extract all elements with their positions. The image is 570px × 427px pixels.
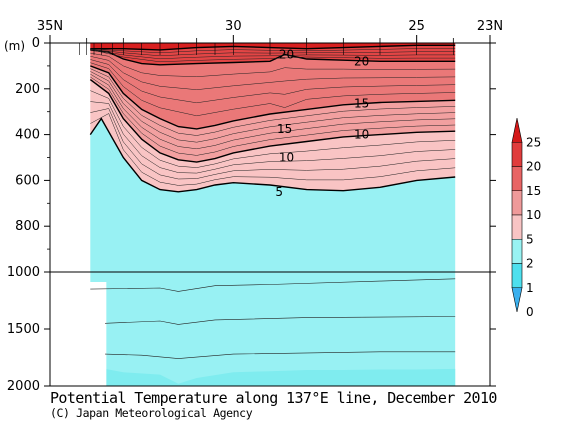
- colorbar-swatch: [511, 263, 523, 289]
- x-axis: 35N 30 25 23N: [37, 19, 503, 43]
- y-tick-label: 200: [15, 82, 40, 97]
- lower-panel-fill: [88, 272, 456, 386]
- y-tick-label: 400: [15, 128, 40, 143]
- colorbar-swatch: [511, 287, 523, 313]
- isotherm-deep: [104, 316, 456, 325]
- colorbar-swatch: [511, 214, 523, 240]
- isotherm-minor: [90, 73, 456, 150]
- isotherm-minor: [90, 59, 456, 104]
- isotherm-minor: [90, 49, 456, 63]
- colorbar-label: 20: [526, 160, 541, 174]
- colorbar-label: 2: [526, 257, 534, 271]
- colorbar-swatch: [511, 190, 523, 216]
- isotherm-15: [90, 65, 456, 130]
- x-tick-label: 25: [408, 19, 425, 34]
- isotherm-minor: [90, 52, 456, 77]
- band-15-20: [90, 49, 456, 129]
- chart-title: Potential Temperature along 137°E line, …: [50, 389, 497, 407]
- colorbar-swatch: [511, 141, 523, 167]
- isotherm-deep: [104, 351, 456, 359]
- chart-credit: (C) Japan Meteorological Agency: [50, 406, 253, 420]
- y-tick-label: 0: [32, 36, 40, 51]
- contour-labels: 20 20 15 15 10 10 5: [275, 47, 369, 199]
- isotherm-minor: [90, 49, 456, 60]
- contour-label: 10: [354, 128, 369, 142]
- y-axis-unit: (m): [4, 39, 25, 53]
- band-deep-upper: [90, 272, 456, 386]
- isotherm-5: [89, 117, 456, 193]
- isotherm-minor: [90, 76, 456, 156]
- contour-label: 5: [275, 185, 283, 199]
- isotherm-minor: [90, 90, 456, 168]
- y-axis: 0 200 400 600 800 1000 1500 2000: [7, 36, 496, 394]
- isotherm-minor: [90, 62, 456, 117]
- no-data-gap: [88, 282, 107, 386]
- colorbar-swatch: [511, 238, 523, 264]
- isotherm-deep: [90, 278, 456, 292]
- band-2-5: [90, 118, 456, 272]
- colorbar-label: 10: [526, 208, 541, 222]
- isotherm-minor: [90, 56, 456, 90]
- x-tick-label: 30: [225, 19, 242, 34]
- colorbar-label: 1: [526, 281, 534, 295]
- isotherm-minor: [90, 101, 456, 174]
- x-tick-label: 35N: [37, 19, 63, 34]
- band-5-10: [90, 79, 456, 192]
- y-tick-label: 600: [15, 173, 40, 188]
- y-tick-label: 800: [15, 219, 40, 234]
- y-tick-label: 1000: [7, 265, 40, 280]
- band-20-25: [90, 45, 456, 65]
- contour-label: 15: [277, 122, 292, 136]
- x-tick-label: 23N: [477, 19, 503, 34]
- isotherm-minor: [90, 113, 456, 186]
- contour-label: 15: [354, 97, 369, 111]
- contour-label: 10: [279, 151, 294, 165]
- colorbar-label: 15: [526, 184, 541, 198]
- band-deep-lower: [90, 368, 456, 386]
- isotherm-minor: [90, 68, 456, 136]
- colorbar-label: 0: [526, 305, 534, 319]
- colorbar-swatch: [511, 166, 523, 192]
- isotherm-minor: [90, 108, 456, 180]
- colorbar-label: 25: [526, 135, 541, 149]
- contour-label: 20: [354, 54, 369, 68]
- contour-label: 20: [279, 47, 294, 61]
- colorbar-swatch: [511, 117, 523, 143]
- isotherm-20: [90, 49, 456, 66]
- contour-lines: [89, 44, 456, 359]
- isotherm-10: [89, 79, 456, 163]
- colorbar-label: 5: [526, 232, 534, 246]
- isotherm-minor: [90, 71, 456, 143]
- y-tick-label: 1500: [7, 322, 40, 337]
- y-tick-label: 2000: [7, 379, 40, 394]
